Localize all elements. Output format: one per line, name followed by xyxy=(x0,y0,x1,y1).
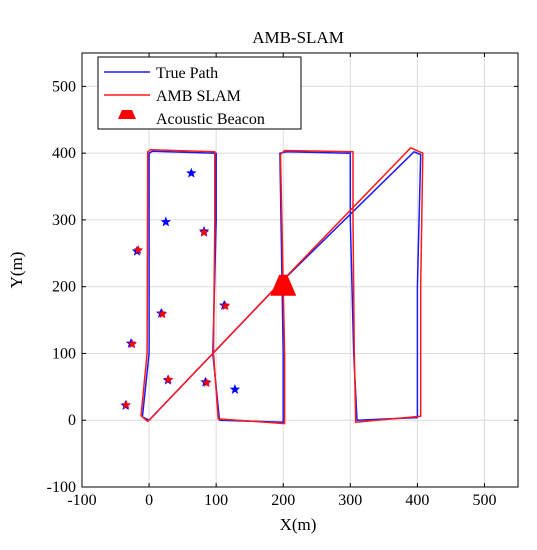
landmark-estimate-star xyxy=(163,374,174,384)
y-tick-label: 400 xyxy=(52,145,76,162)
series-line-true-path xyxy=(141,150,422,423)
x-tick-label: -100 xyxy=(67,492,96,509)
landmark-true-star xyxy=(229,384,241,394)
legend: True Path AMB SLAM Acoustic Beacon xyxy=(97,56,302,130)
x-tick-label: 500 xyxy=(472,492,496,509)
y-axis-label: Y(m) xyxy=(7,252,26,289)
x-tick-label: 200 xyxy=(271,492,295,509)
landmark-estimate-star xyxy=(127,339,138,349)
landmark-estimate-star xyxy=(220,301,231,311)
x-tick-label: 100 xyxy=(204,492,228,509)
acoustic-beacon-marker xyxy=(270,274,297,296)
plot-markers xyxy=(120,167,297,410)
plot-frame xyxy=(81,52,519,488)
legend-swatch-acoustic-beacon xyxy=(118,110,136,119)
landmark-estimate-star xyxy=(133,245,144,254)
plot-series xyxy=(140,147,424,425)
y-axis-ticks: -100 0 100 200 300 400 500 xyxy=(47,78,518,496)
x-axis-ticks: -100 0 100 200 300 400 500 xyxy=(67,53,496,509)
y-tick-label: 0 xyxy=(68,412,76,429)
y-tick-label: 500 xyxy=(52,78,76,95)
landmark-estimate-star xyxy=(202,377,212,387)
y-tick-label: 200 xyxy=(52,279,76,296)
landmark-estimate-star xyxy=(121,399,131,409)
x-tick-label: 300 xyxy=(338,492,362,509)
landmark-estimate-star xyxy=(157,309,168,319)
legend-label-acoustic-beacon: Acoustic Beacon xyxy=(156,111,265,128)
series-line-amb-slam xyxy=(140,147,424,425)
landmark-true-star xyxy=(160,216,172,227)
x-axis-label: X(m) xyxy=(280,515,317,534)
y-tick-label: -100 xyxy=(47,479,76,496)
x-tick-label: 400 xyxy=(405,492,429,509)
legend-label-true-path: True Path xyxy=(156,65,218,82)
x-tick-label: 0 xyxy=(145,492,153,509)
chart-title: AMB-SLAM xyxy=(252,28,344,47)
legend-label-amb-slam: AMB SLAM xyxy=(156,88,241,105)
landmark-estimate-star xyxy=(199,227,209,237)
landmark-true-star xyxy=(186,167,197,178)
y-tick-label: 100 xyxy=(52,345,76,362)
y-tick-label: 300 xyxy=(52,212,76,229)
